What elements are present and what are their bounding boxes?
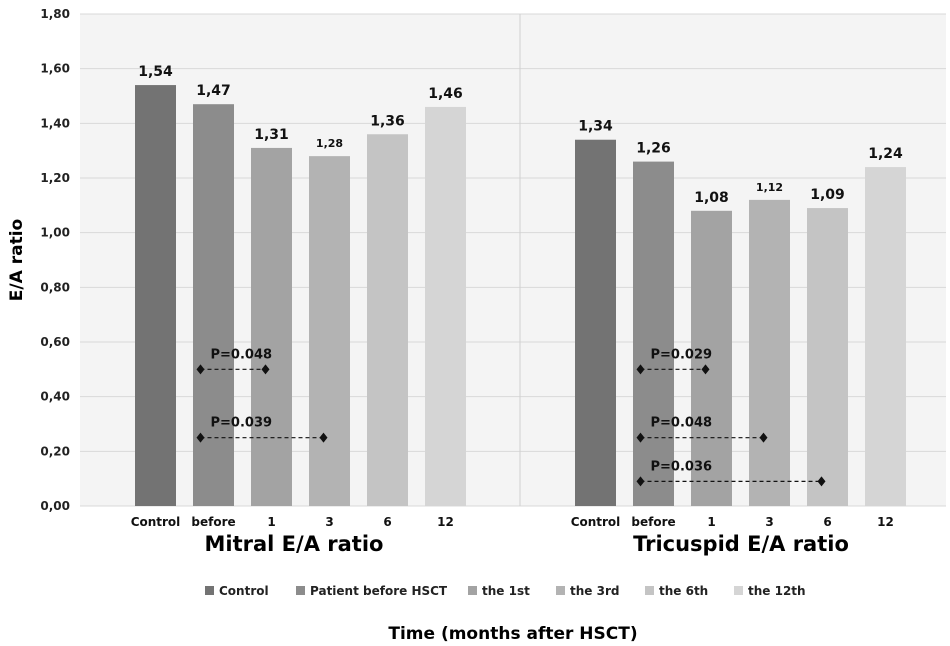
data-label: 1,47 xyxy=(196,83,231,99)
legend-label: Control xyxy=(219,584,269,598)
y-tick-label: 0,60 xyxy=(40,335,70,349)
bar xyxy=(367,134,408,506)
p-value-label: P=0.029 xyxy=(651,347,713,362)
legend-swatch xyxy=(734,586,743,595)
p-value-label: P=0.039 xyxy=(211,416,273,431)
data-label: 1,09 xyxy=(810,187,845,203)
p-value-marker xyxy=(196,432,205,443)
legend-swatch xyxy=(205,586,214,595)
legend-label: the 1st xyxy=(482,584,530,598)
legend-swatch xyxy=(296,586,305,595)
category-label: 1 xyxy=(707,515,715,529)
category-label: before xyxy=(631,515,675,529)
bar xyxy=(425,106,466,506)
category-label: 6 xyxy=(383,515,391,529)
category-label: 3 xyxy=(765,515,773,529)
p-value-marker xyxy=(636,476,645,487)
y-tick-label: 0,20 xyxy=(40,444,70,458)
legend-swatch xyxy=(468,586,477,595)
data-label: 1,12 xyxy=(756,181,783,194)
data-label: 1,46 xyxy=(428,86,463,102)
group-titles: Mitral E/A ratio Tricuspid E/A ratio xyxy=(205,532,849,556)
data-label: 1,34 xyxy=(578,119,613,135)
bar xyxy=(749,199,790,506)
y-tick-label: 1,20 xyxy=(40,171,70,185)
legend-swatch xyxy=(645,586,654,595)
p-value-marker xyxy=(759,432,768,443)
data-label: 1,26 xyxy=(636,141,671,157)
y-axis-ticks: 0,00 0,20 0,40 0,60 0,80 1,00 1,20 1,40 1,60 1,80 xyxy=(40,7,70,513)
data-label: 1,24 xyxy=(868,146,903,162)
category-labels: Control before 1 3 6 12 Control before 1 3 6 12 xyxy=(131,515,894,529)
x-axis-label: Time (months after HSCT) xyxy=(388,624,637,644)
y-tick-label: 0,40 xyxy=(40,390,70,404)
category-label: Control xyxy=(131,515,181,529)
bar xyxy=(575,139,616,506)
category-label: 1 xyxy=(267,515,275,529)
category-label: before xyxy=(191,515,235,529)
group-title: Tricuspid E/A ratio xyxy=(633,532,849,556)
bar xyxy=(135,85,176,507)
p-value-marker xyxy=(261,364,270,375)
y-tick-label: 1,60 xyxy=(40,62,70,76)
bars: 1,54 1,47 1,31 1,28 1,36 1,46 1,34 1,26 1,08 1,12… xyxy=(135,64,906,507)
data-label: 1,08 xyxy=(694,190,729,206)
legend-swatch xyxy=(556,586,565,595)
p-value-label: P=0.048 xyxy=(211,347,273,362)
y-tick-label: 1,40 xyxy=(40,116,70,130)
data-label: 1,28 xyxy=(316,137,343,150)
bar xyxy=(691,210,732,507)
bar xyxy=(193,104,234,506)
y-axis-label: E/A ratio xyxy=(7,219,27,301)
category-label: 6 xyxy=(823,515,831,529)
category-label: 3 xyxy=(325,515,333,529)
p-value-marker xyxy=(701,364,710,375)
data-label: 1,31 xyxy=(254,127,289,143)
p-value-marker xyxy=(319,432,328,443)
p-value-label: P=0.048 xyxy=(651,416,713,431)
data-label: 1,54 xyxy=(138,64,173,80)
p-value-marker xyxy=(817,476,826,487)
y-tick-label: 0,00 xyxy=(40,499,70,513)
bar xyxy=(251,147,292,506)
y-tick-label: 1,00 xyxy=(40,226,70,240)
legend-label: Patient before HSCT xyxy=(310,584,448,598)
bar xyxy=(807,208,848,507)
legend-label: the 12th xyxy=(748,584,806,598)
y-tick-label: 0,80 xyxy=(40,280,70,294)
p-value-marker xyxy=(196,364,205,375)
p-value-annotations: P=0.048 P=0.039 P=0.029 P=0.048 P=0.036 xyxy=(196,347,826,487)
bar xyxy=(633,161,674,506)
category-label: Control xyxy=(571,515,621,529)
group-title: Mitral E/A ratio xyxy=(205,532,384,556)
p-value-marker xyxy=(636,432,645,443)
p-value-marker xyxy=(636,364,645,375)
legend-label: the 6th xyxy=(659,584,708,598)
p-value-label: P=0.036 xyxy=(651,459,713,474)
y-tick-label: 1,80 xyxy=(40,7,70,21)
data-label: 1,36 xyxy=(370,113,405,129)
bar xyxy=(309,156,350,506)
category-label: 12 xyxy=(437,515,454,529)
legend-label: the 3rd xyxy=(570,584,619,598)
category-label: 12 xyxy=(877,515,894,529)
legend: Control Patient before HSCT the 1st the 3rd… xyxy=(205,584,806,598)
bar xyxy=(865,167,906,507)
